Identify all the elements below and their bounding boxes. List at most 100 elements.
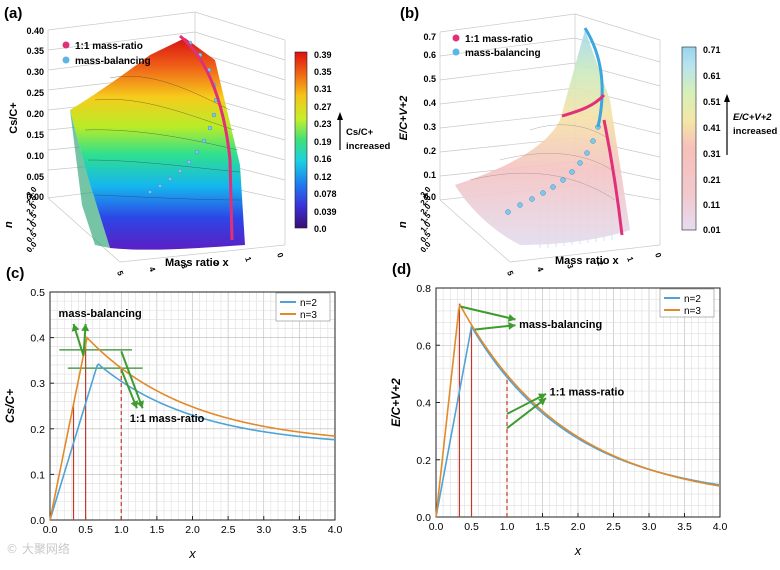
panel-a-contours <box>84 75 243 201</box>
legend-entry: n=2 <box>684 294 701 305</box>
panel-label: (d) <box>392 261 411 278</box>
panel-label: (c) <box>6 265 24 282</box>
x-tick-label: 3.5 <box>677 521 692 533</box>
panel-b-zlabel: E/C+V+2 <box>398 96 410 141</box>
panel-b-mass-balancing-curve <box>505 124 601 215</box>
y-tick-label: 0.6 <box>416 340 431 352</box>
panel-a-colorbar-note-2: increased <box>346 141 391 152</box>
y-tick-label: 0.8 <box>416 283 431 295</box>
y-tick-label: 0.2 <box>416 455 431 467</box>
legend: n=2n=3 <box>659 288 715 318</box>
x-tick-label: 2.5 <box>221 524 236 536</box>
x-axis-label: x <box>574 543 582 558</box>
a-cbar-tick: 0.31 <box>314 84 332 94</box>
panel-b-xticks: 5 4 3 2 1 0 <box>505 252 663 278</box>
a-ztick: 0.10 <box>26 151 44 161</box>
x-tick-label: 3.0 <box>256 524 271 536</box>
panel-b-colorbar-note-2: increased <box>733 126 778 137</box>
panel-a-surface-edge <box>70 110 110 248</box>
panel-b-xlabel: Mass ratio x <box>555 255 619 267</box>
y-tick-label: 0.4 <box>416 398 431 410</box>
panel-a-axes-box <box>47 11 286 263</box>
a-ztick: 0.35 <box>26 46 44 56</box>
annotation-arrowhead <box>537 393 547 401</box>
b-ztick: 0.0 <box>423 192 436 202</box>
a-ztick: 0.40 <box>26 26 44 36</box>
legend-a-mass-balancing: mass-balancing <box>75 56 151 67</box>
annotation-arrowhead <box>130 400 139 409</box>
panel-a-increase-arrowhead <box>337 112 343 120</box>
a-ztick: 0.15 <box>26 130 44 140</box>
panel-b-contours <box>469 124 616 201</box>
panel-b-colorbar <box>681 46 697 231</box>
y-tick-label: 0.0 <box>30 515 45 527</box>
panel-b-increase-arrowhead <box>724 94 730 102</box>
a-cbar-tick: 0.39 <box>314 50 332 60</box>
a-xtick: 4 <box>147 266 157 274</box>
panel-b-mass-balancing-ridge <box>583 27 604 128</box>
legend: n=2n=3 <box>275 292 331 322</box>
b-xtick: 1 <box>625 256 635 264</box>
panel-b-surface <box>455 30 630 245</box>
a-cbar-tick: 0.12 <box>314 172 332 182</box>
panel-a-ylabel: n <box>3 221 15 228</box>
watermark: © 大聚网络 <box>6 542 70 556</box>
y-axis-label: Cs/C+ <box>3 389 17 423</box>
annotation-label: 1:1 mass-ratio <box>550 386 625 398</box>
x-tick-label: 0.5 <box>464 521 479 533</box>
y-tick-label: 0.5 <box>30 287 45 299</box>
b-cbar-tick: 0.01 <box>703 225 721 235</box>
legend-box <box>275 292 331 322</box>
panel-b-legend: 1:1 mass-ratio mass-balancing <box>452 34 541 59</box>
b-cbar-tick: 0.31 <box>703 149 721 159</box>
legend-entry: n=3 <box>300 310 317 321</box>
y-tick-label: 0.3 <box>30 378 45 390</box>
y-tick-label: 0.0 <box>416 512 431 524</box>
a-xtick: 0 <box>275 252 285 260</box>
b-cbar-tick: 0.11 <box>703 200 720 210</box>
legend-entry: n=3 <box>684 306 701 317</box>
a-cbar-tick: 0.35 <box>314 67 332 77</box>
panel-a-one-to-one-curve <box>179 34 234 241</box>
legend-b-one-to-one-marker <box>452 34 460 42</box>
a-cbar-tick: 0.0 <box>314 224 327 234</box>
a-cbar-tick: 0.078 <box>314 189 337 199</box>
b-cbar-tick: 0.51 <box>703 97 721 107</box>
panel-b: (b) <box>397 5 778 277</box>
panel-a-colorbar-note-1: Cs/C+ <box>346 127 374 138</box>
panel-a-colorbar-ticks: 0.39 0.35 0.31 0.27 0.23 0.19 0.16 0.12 … <box>314 50 337 234</box>
panel-b-colorbar-note-1: E/C+V+2 <box>733 112 772 123</box>
a-ztick: 0.05 <box>26 172 44 182</box>
y-tick-label: 0.1 <box>30 469 45 481</box>
b-ztick: 0.6 <box>423 50 436 60</box>
panel-a-xlabel: Mass ratio x <box>165 257 229 269</box>
x-tick-label: 4.0 <box>328 524 343 536</box>
a-xtick: 1 <box>243 256 253 264</box>
a-ztick: 0.20 <box>26 109 44 119</box>
a-xtick: 5 <box>115 270 125 278</box>
panel-b-colorbar-ticks: 0.71 0.61 0.51 0.41 0.31 0.21 0.11 0.01 <box>703 45 721 235</box>
panel-c: (c) 0.0 0.5 1.0 1.5 2.0 2.5 3.0 3.5 4.0 0.0 0.1 0.2 0… <box>3 265 342 561</box>
panel-d: (d) 0.0 0.5 1.0 1.5 2.0 2.5 3.0 3.5 4.0 0.0 0.2 0.4 0… <box>389 261 727 558</box>
panel-a: (a) <box>3 5 391 277</box>
y-tick-label: 0.4 <box>30 333 45 345</box>
b-ztick: 0.7 <box>423 32 436 42</box>
a-ztick: 0.30 <box>26 67 44 77</box>
annotation-arrow <box>506 397 547 430</box>
panel-b-zticks: 0.0 0.1 0.2 0.3 0.4 0.5 0.6 0.7 <box>423 32 436 202</box>
y-tick-label: 0.2 <box>30 424 45 436</box>
b-ztick: 0.1 <box>423 170 436 180</box>
legend-entry: n=2 <box>300 298 317 309</box>
b-cbar-tick: 0.21 <box>703 175 721 185</box>
b-xtick: 2 <box>595 260 605 268</box>
x-tick-label: 3.5 <box>292 524 307 536</box>
panel-b-ylabel: n <box>397 221 409 228</box>
x-tick-label: 1.5 <box>535 521 550 533</box>
x-tick-label: 1.5 <box>150 524 165 536</box>
panel-a-colorbar <box>294 51 308 229</box>
b-ztick: 0.4 <box>423 98 436 108</box>
annotation-arrow <box>506 393 547 415</box>
legend-box <box>659 288 715 318</box>
annotation-arrowhead <box>71 323 80 332</box>
